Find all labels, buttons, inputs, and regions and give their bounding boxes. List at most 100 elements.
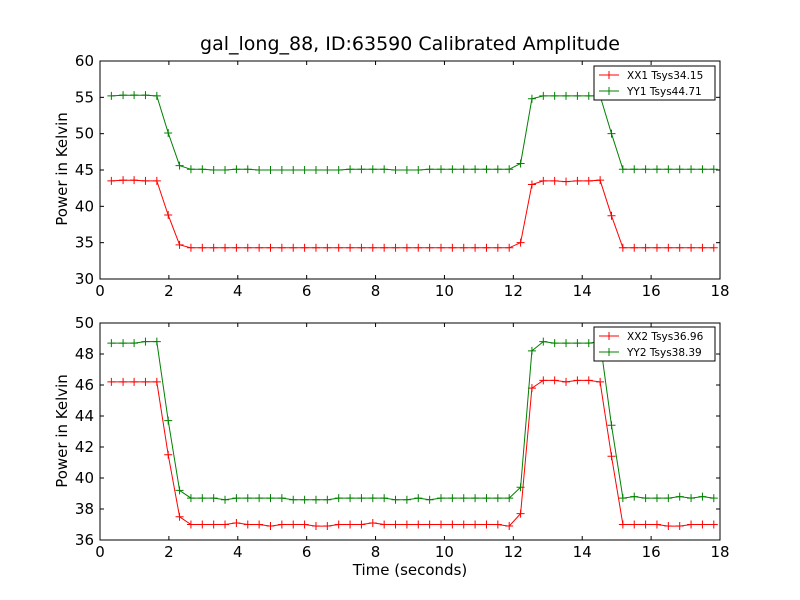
- data-point: [516, 483, 525, 492]
- data-point: [186, 165, 195, 174]
- data-point: [380, 494, 389, 503]
- data-point: [323, 522, 332, 531]
- data-point: [527, 180, 536, 189]
- data-point: [425, 520, 434, 529]
- data-point: [709, 494, 718, 503]
- legend-marker: [605, 348, 613, 356]
- y-tick-label: 46: [75, 376, 94, 394]
- data-point: [300, 243, 309, 252]
- legend-label: XX1 Tsys34.15: [627, 70, 703, 82]
- data-point: [641, 243, 650, 252]
- data-point: [221, 520, 230, 529]
- x-tick-label: 10: [435, 282, 454, 300]
- data-point: [482, 165, 491, 174]
- data-point: [186, 494, 195, 503]
- data-point: [516, 159, 525, 168]
- data-point: [198, 494, 207, 503]
- data-point: [198, 243, 207, 252]
- data-point: [618, 520, 627, 529]
- top-panel: 0 2 4 6 8 10 12 14 16 18 30 35 40 45 50 55 60 XX1 Tsys34.…: [75, 52, 730, 300]
- x-tick-label: 8: [371, 282, 381, 300]
- top-y-axis-label: Power in Kelvin: [53, 112, 71, 226]
- data-point: [243, 520, 252, 529]
- data-point: [323, 243, 332, 252]
- x-tick-label: 14: [573, 543, 592, 561]
- data-point: [311, 495, 320, 504]
- data-point: [471, 243, 480, 252]
- legend-marker: [605, 87, 613, 95]
- data-point: [607, 421, 616, 430]
- data-point: [175, 486, 184, 495]
- data-point: [141, 337, 150, 346]
- data-point: [391, 520, 400, 529]
- data-point: [698, 520, 707, 529]
- data-point: [425, 495, 434, 504]
- data-point: [516, 238, 525, 247]
- y-tick-label: 60: [75, 52, 94, 70]
- data-point: [414, 243, 423, 252]
- data-point: [119, 91, 128, 100]
- data-point: [630, 520, 639, 529]
- data-point: [255, 520, 264, 529]
- x-tick-label: 8: [371, 543, 381, 561]
- data-point: [471, 494, 480, 503]
- data-point: [277, 494, 286, 503]
- legend-marker: [605, 71, 613, 79]
- data-point: [357, 520, 366, 529]
- data-point: [266, 166, 275, 174]
- legend-label: XX2 Tsys36.96: [627, 331, 704, 343]
- data-point: [505, 165, 514, 174]
- data-point: [641, 520, 650, 529]
- data-point: [550, 376, 559, 385]
- data-point: [573, 339, 582, 348]
- data-point: [311, 243, 320, 252]
- x-tick-label: 2: [164, 543, 174, 561]
- data-point: [119, 176, 128, 185]
- data-point: [448, 520, 457, 529]
- data-point: [596, 176, 605, 185]
- data-point: [368, 243, 377, 252]
- data-point: [584, 176, 593, 185]
- data-point: [550, 176, 559, 185]
- data-point: [709, 165, 718, 174]
- y-tick-label: 40: [75, 197, 94, 215]
- data-point: [471, 165, 480, 174]
- data-point: [175, 512, 184, 521]
- data-point: [380, 243, 389, 252]
- data-point: [493, 243, 502, 252]
- y-tick-label: 55: [75, 88, 94, 106]
- data-point: [255, 243, 264, 252]
- data-point: [232, 518, 241, 527]
- data-point: [425, 243, 434, 252]
- data-point: [698, 243, 707, 252]
- data-point: [493, 165, 502, 174]
- data-point: [550, 91, 559, 100]
- data-point: [255, 494, 264, 503]
- legend-box: [593, 326, 716, 362]
- data-point: [141, 176, 150, 185]
- data-point: [402, 495, 411, 504]
- data-point: [675, 492, 684, 501]
- data-point: [380, 520, 389, 529]
- data-point: [141, 91, 150, 100]
- data-point: [164, 416, 173, 425]
- data-point: [311, 522, 320, 531]
- x-tick-label: 0: [95, 282, 105, 300]
- data-point: [493, 520, 502, 529]
- data-point: [562, 177, 571, 186]
- data-point: [119, 377, 128, 386]
- data-point: [277, 520, 286, 529]
- data-point: [675, 243, 684, 252]
- x-tick-label: 18: [710, 282, 729, 300]
- data-point: [562, 377, 571, 386]
- data-point: [641, 165, 650, 174]
- data-point: [368, 165, 377, 174]
- data-point: [243, 494, 252, 503]
- data-point: [652, 520, 661, 529]
- data-point: [311, 166, 320, 174]
- data-point: [459, 494, 468, 503]
- y-tick-label: 50: [75, 314, 94, 332]
- data-point: [459, 243, 468, 252]
- data-point: [516, 509, 525, 518]
